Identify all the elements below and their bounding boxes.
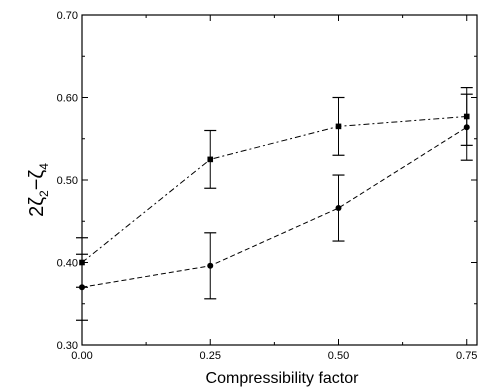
y-axis-label-part-2: −ζ	[26, 170, 48, 191]
series-2-point	[79, 284, 85, 291]
series-2-point	[463, 124, 470, 131]
y-tick-label: 0.30	[57, 340, 78, 352]
y-axis-label: 2ζ2−ζ4	[26, 163, 51, 217]
series-2-point	[207, 262, 214, 269]
series-1-point	[207, 156, 214, 163]
x-tick-label: 0.25	[200, 350, 221, 362]
series-2-line	[81, 126, 468, 288]
y-tick-label: 0.60	[57, 93, 78, 105]
y-axis-label-sub-2: 4	[37, 163, 51, 170]
y-tick-label: 0.50	[57, 175, 78, 187]
x-axis-label: Compressibility factor	[206, 370, 360, 387]
series-2-point	[335, 205, 342, 212]
series-1-line	[81, 115, 467, 263]
series-group	[76, 86, 473, 321]
x-tick-label: 0.50	[328, 350, 349, 362]
y-tick-label: 0.40	[57, 258, 78, 270]
tick-group: 0.00 0.25 0.50 0.75 0.30 0.40 0.50 0.60 0.70	[57, 10, 478, 362]
y-axis-label-part-1: 2ζ	[26, 197, 48, 217]
y-axis-label-sub-1: 2	[37, 190, 51, 197]
x-tick-label: 0.00	[71, 350, 92, 362]
x-tick-label: 0.75	[456, 350, 477, 362]
plot-frame	[81, 14, 478, 346]
series-1-point	[335, 123, 342, 130]
y-tick-label: 0.70	[57, 10, 78, 22]
